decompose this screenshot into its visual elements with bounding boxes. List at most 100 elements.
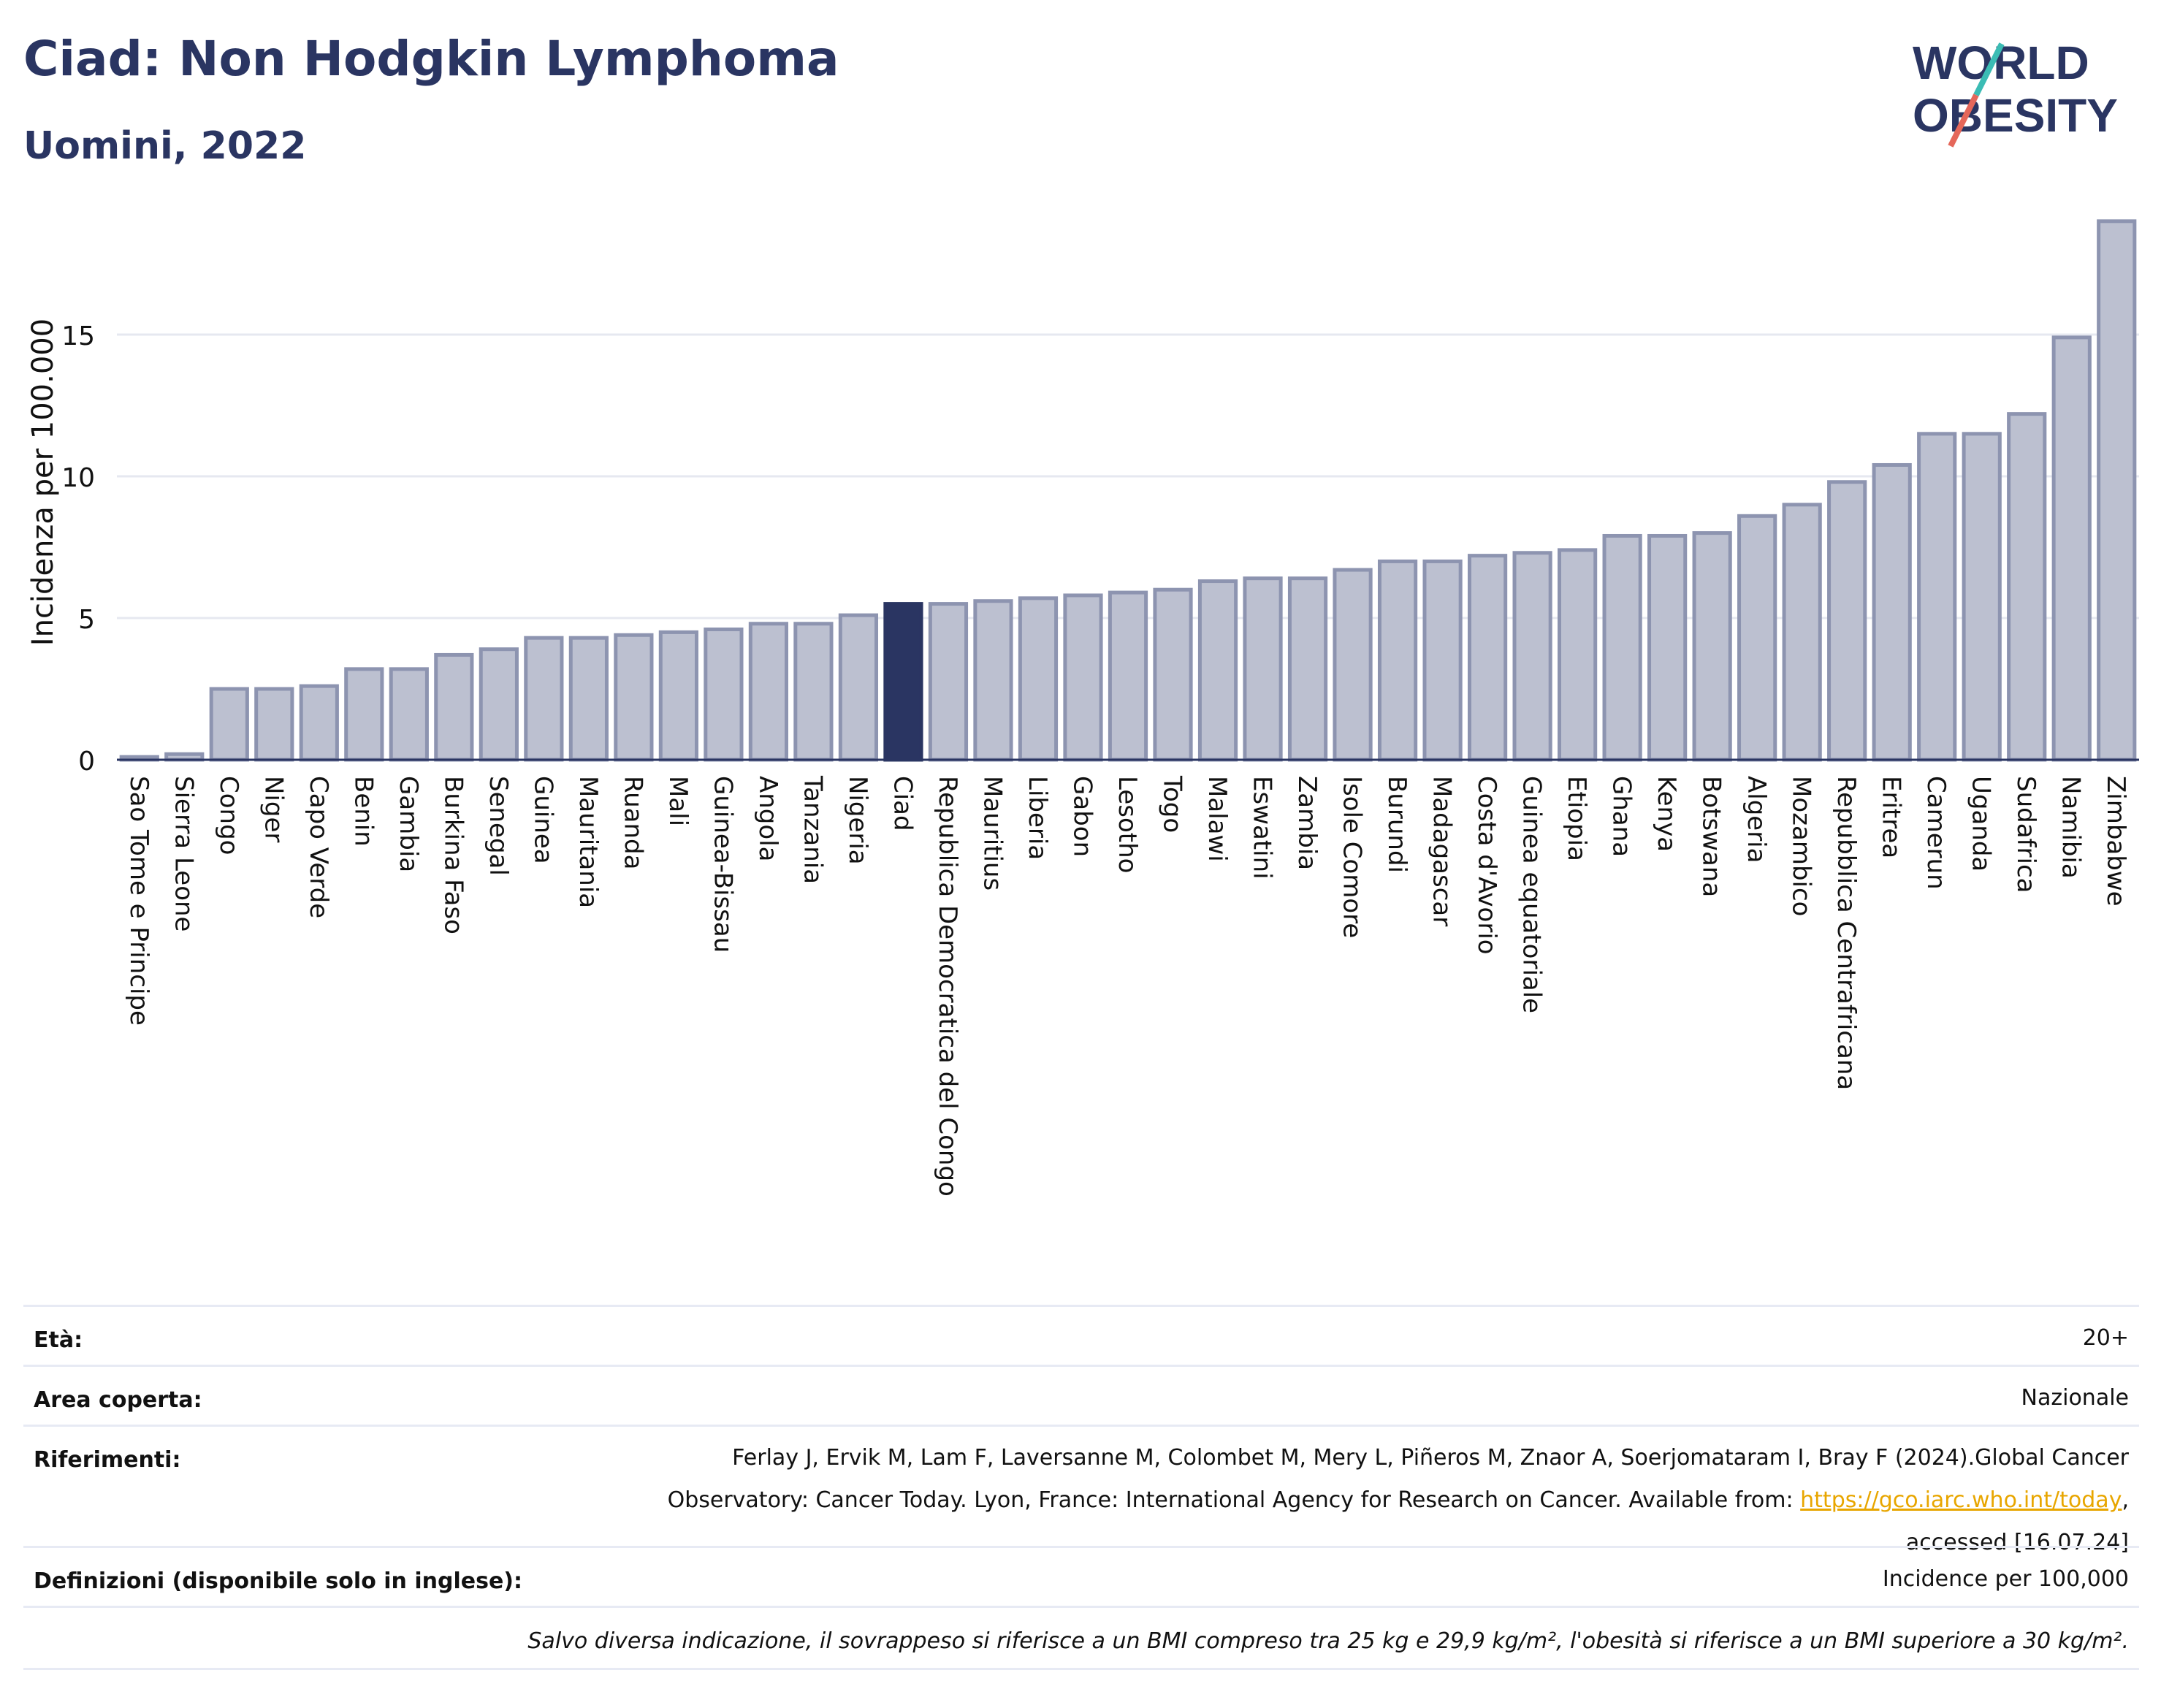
y-tick-label-0: 0 bbox=[78, 747, 95, 777]
x-tick-label: Mozambico bbox=[1787, 776, 1816, 916]
chart-title: Ciad: Non Hodgkin Lymphoma bbox=[23, 31, 839, 87]
info-row-definitions: Definizioni (disponibile solo in inglese… bbox=[23, 1546, 2139, 1606]
bar-algeria bbox=[1737, 514, 1777, 762]
area-value: Nazionale bbox=[2021, 1385, 2129, 1411]
bar-zimbabwe bbox=[2097, 219, 2137, 762]
x-tick-label: Malawi bbox=[1203, 776, 1232, 862]
bar-niger bbox=[254, 687, 294, 762]
bar-congo bbox=[209, 687, 249, 762]
references-line-2-end: , bbox=[2122, 1487, 2129, 1513]
x-tick-label: Mali bbox=[663, 776, 693, 826]
x-tick-label: Kenya bbox=[1652, 776, 1681, 852]
bar-guinea bbox=[524, 636, 564, 762]
x-tick-label: Sudafrica bbox=[2011, 776, 2040, 893]
references-value: Ferlay J, Ervik M, Lam F, Laversanne M, … bbox=[668, 1437, 2129, 1564]
x-tick-label: Mauritius bbox=[977, 776, 1007, 891]
bar-capo-verde bbox=[299, 684, 339, 762]
x-tick-label: Etiopia bbox=[1562, 776, 1591, 861]
x-tick-label: Mauritania bbox=[573, 776, 603, 908]
bar-eritrea bbox=[1872, 462, 1912, 762]
bar-gabon bbox=[1063, 593, 1103, 762]
bar-mali bbox=[658, 630, 698, 762]
bar-zambia bbox=[1287, 576, 1328, 762]
x-tick-label: Zambia bbox=[1292, 776, 1322, 870]
age-value: 20+ bbox=[2082, 1325, 2129, 1351]
bar-senegal bbox=[479, 647, 519, 762]
world-obesity-logo: WORLD OBESITY bbox=[1913, 37, 2118, 148]
bar-kenya bbox=[1647, 533, 1688, 762]
bar-botswana bbox=[1692, 531, 1732, 762]
x-tick-label: Benin bbox=[348, 776, 378, 847]
y-tick-label-15: 15 bbox=[61, 321, 95, 351]
x-tick-label: Ghana bbox=[1607, 776, 1636, 857]
info-row-age: Età: 20+ bbox=[23, 1305, 2139, 1365]
bar-benin bbox=[344, 667, 384, 762]
x-tick-label: Eswatini bbox=[1248, 776, 1277, 880]
x-tick-label: Guinea equatoriale bbox=[1517, 776, 1547, 1013]
bars bbox=[119, 219, 2137, 762]
x-tick-label: Togo bbox=[1158, 775, 1187, 833]
bar-etiopia bbox=[1558, 548, 1598, 762]
references-line-2-text: Observatory: Cancer Today. Lyon, France:… bbox=[667, 1487, 1801, 1513]
info-row-note: Salvo diversa indicazione, il sovrappeso… bbox=[23, 1606, 2139, 1670]
x-tick-label: Republica Democratica del Congo bbox=[933, 776, 962, 1197]
bar-republica-democratica-del-congo bbox=[928, 602, 969, 762]
definitions-value: Incidence per 100,000 bbox=[1882, 1566, 2129, 1592]
bar-madagascar bbox=[1422, 559, 1463, 762]
bar-ciad bbox=[883, 602, 923, 762]
bar-burundi bbox=[1377, 559, 1418, 762]
bar-camerun bbox=[1917, 432, 1957, 762]
y-tick-label-10: 10 bbox=[61, 463, 95, 493]
x-tick-label: Angola bbox=[753, 776, 782, 861]
info-row-area: Area coperta: Nazionale bbox=[23, 1365, 2139, 1425]
references-link[interactable]: https://gco.iarc.who.int/today bbox=[1800, 1487, 2122, 1513]
x-tick-label: Camerun bbox=[1921, 776, 1951, 890]
bar-ruanda bbox=[614, 633, 654, 762]
bar-eswatini bbox=[1243, 576, 1283, 762]
bar-namibia bbox=[2051, 335, 2092, 762]
bar-togo bbox=[1153, 587, 1193, 762]
bar-burkina-faso bbox=[434, 652, 474, 762]
x-tick-label: Zimbabwe bbox=[2101, 776, 2130, 907]
bar-guinea-bissau bbox=[704, 628, 744, 762]
bar-repubblica-centrafricana bbox=[1827, 480, 1867, 762]
x-tick-label: Tanzania bbox=[798, 775, 827, 884]
info-row-references: Riferimenti: Ferlay J, Ervik M, Lam F, L… bbox=[23, 1425, 2139, 1555]
bar-costa-d-avorio bbox=[1467, 554, 1508, 762]
bar-guinea-equatoriale bbox=[1512, 551, 1552, 762]
x-tick-label: Isole Comore bbox=[1338, 776, 1367, 938]
category-labels: Sao Tome e Principe Sierra Leone Congo Nige… bbox=[124, 775, 2130, 1197]
x-tick-label: Ruanda bbox=[618, 776, 647, 869]
x-tick-label: Congo bbox=[214, 776, 243, 855]
y-tick-label-5: 5 bbox=[78, 605, 95, 635]
bar-lesotho bbox=[1108, 590, 1148, 762]
x-tick-label: Nigeria bbox=[843, 776, 872, 865]
x-tick-label: Uganda bbox=[1967, 776, 1996, 872]
bar-mauritius bbox=[973, 599, 1013, 762]
references-line-1: Ferlay J, Ervik M, Lam F, Laversanne M, … bbox=[732, 1445, 2129, 1471]
bar-uganda bbox=[1962, 432, 2002, 762]
bar-mauritania bbox=[568, 636, 609, 762]
x-tick-label: Ciad bbox=[888, 776, 917, 831]
bar-sudafrica bbox=[2007, 412, 2047, 762]
x-tick-label: Namibia bbox=[2057, 776, 2086, 879]
x-tick-label: Sao Tome e Principe bbox=[124, 776, 153, 1026]
logo-slash-teal bbox=[1973, 42, 2005, 96]
bar-malawi bbox=[1197, 579, 1238, 762]
bar-angola bbox=[748, 622, 789, 762]
bar-isole-comore bbox=[1333, 568, 1373, 762]
x-tick-label: Algeria bbox=[1742, 776, 1771, 863]
bar-ghana bbox=[1602, 533, 1642, 762]
x-tick-label: Burundi bbox=[1382, 776, 1411, 873]
references-line-3: accessed [16.07.24] bbox=[1905, 1530, 2129, 1555]
definitions-label: Definizioni (disponibile solo in inglese… bbox=[34, 1568, 522, 1594]
x-tick-label: Capo Verde bbox=[304, 776, 333, 918]
x-tick-label: Gambia bbox=[394, 776, 423, 872]
references-line-2: Observatory: Cancer Today. Lyon, France:… bbox=[668, 1479, 2129, 1522]
x-tick-label: Liberia bbox=[1023, 776, 1052, 860]
x-tick-label: Gabon bbox=[1067, 776, 1097, 857]
x-tick-label: Costa d'Avorio bbox=[1472, 776, 1501, 955]
logo-line-2: OBESITY bbox=[1913, 89, 2118, 142]
